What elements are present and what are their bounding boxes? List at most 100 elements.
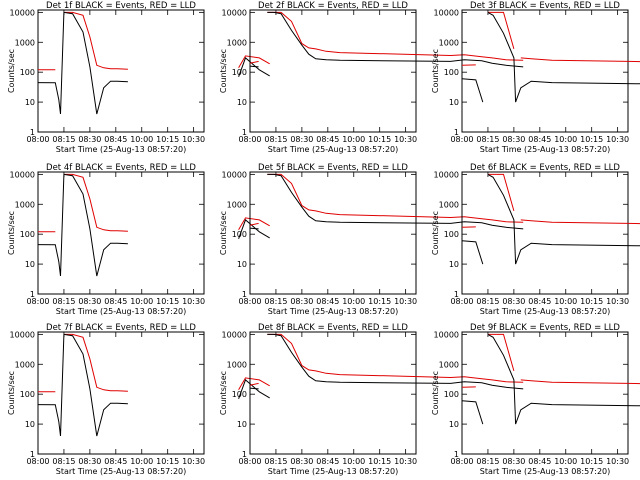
- y-tick-label: 10000: [10, 8, 35, 17]
- y-tick-label: 1: [242, 450, 247, 459]
- y-tick-label: 1000: [227, 38, 247, 47]
- y-tick-label: 10000: [434, 170, 459, 179]
- x-tick-label: 08:45: [104, 457, 127, 466]
- x-tick-label: 10:30: [182, 297, 205, 306]
- x-tick-label: 10:15: [368, 457, 391, 466]
- x-tick-label: 10:00: [554, 135, 577, 144]
- panel-title: Det 5f BLACK = Events, RED = LLD: [258, 163, 408, 173]
- x-axis-label: Start Time (25-Aug-13 08:57:20): [480, 307, 611, 316]
- y-tick-label: 10: [237, 260, 247, 269]
- y-tick-label: 10: [237, 98, 247, 107]
- x-tick-label: 10:15: [368, 297, 391, 306]
- plot-frame: [37, 331, 205, 455]
- x-tick-label: 08:00: [238, 135, 261, 144]
- x-tick-label: 08:15: [52, 297, 75, 306]
- x-tick-label: 10:30: [606, 297, 629, 306]
- x-axis-label: Start Time (25-Aug-13 08:57:20): [268, 307, 399, 316]
- x-tick-label: 08:45: [528, 135, 551, 144]
- x-tick-label: 08:00: [450, 457, 473, 466]
- x-tick-label: 10:00: [342, 297, 365, 306]
- y-tick-label: 10: [449, 420, 459, 429]
- y-tick-label: 10000: [222, 330, 247, 339]
- x-tick-label: 10:00: [130, 135, 153, 144]
- y-tick-label: 10000: [434, 330, 459, 339]
- y-axis-label: Counts/sec: [431, 49, 440, 93]
- x-tick-label: 10:15: [156, 297, 179, 306]
- x-tick-label: 08:30: [502, 297, 525, 306]
- y-tick-label: 1000: [227, 360, 247, 369]
- panel-title: Det 6f BLACK = Events, RED = LLD: [470, 163, 620, 173]
- y-tick-label: 10000: [222, 170, 247, 179]
- panel-title: Det 8f BLACK = Events, RED = LLD: [258, 323, 408, 333]
- x-axis-label: Start Time (25-Aug-13 08:57:20): [480, 145, 611, 154]
- x-tick-label: 08:30: [290, 297, 313, 306]
- y-tick-label: 100: [444, 230, 459, 239]
- y-tick-label: 10: [25, 260, 35, 269]
- y-tick-label: 1000: [439, 200, 459, 209]
- x-tick-label: 10:00: [130, 457, 153, 466]
- detector-panel-6: 1 10 100 1000 10000 08:00 08:15 08:30 08:45 10:00…: [431, 163, 640, 316]
- y-tick-label: 1000: [227, 200, 247, 209]
- series-line-black: [249, 11, 524, 68]
- series-line-black: [249, 333, 524, 390]
- y-tick-label: 1: [454, 450, 459, 459]
- series-line-red: [38, 174, 311, 231]
- y-tick-label: 10: [237, 420, 247, 429]
- y-tick-label: 100: [232, 230, 247, 239]
- detector-panel-9: 1 10 100 1000 10000 08:00 08:15 08:30 08:45 10:00…: [431, 323, 640, 476]
- y-tick-label: 10000: [222, 8, 247, 17]
- y-axis-label: Counts/sec: [219, 49, 228, 93]
- y-tick-label: 1: [30, 290, 35, 299]
- plot-frame: [249, 9, 417, 133]
- x-tick-label: 08:00: [450, 297, 473, 306]
- y-tick-label: 10: [449, 260, 459, 269]
- x-tick-label: 08:30: [502, 135, 525, 144]
- series-line-red: [461, 11, 640, 66]
- y-tick-label: 100: [444, 390, 459, 399]
- panel-title: Det 9f BLACK = Events, RED = LLD: [470, 323, 620, 333]
- x-axis-label: Start Time (25-Aug-13 08:57:20): [56, 145, 187, 154]
- y-tick-label: 10: [25, 98, 35, 107]
- y-tick-label: 10000: [434, 8, 459, 17]
- x-tick-label: 10:30: [394, 135, 417, 144]
- x-tick-label: 08:30: [290, 135, 313, 144]
- plot-frame: [249, 331, 417, 455]
- y-axis-label: Counts/sec: [431, 211, 440, 255]
- x-tick-label: 08:30: [78, 297, 101, 306]
- y-tick-label: 100: [232, 68, 247, 77]
- x-tick-label: 08:00: [450, 135, 473, 144]
- series-line-black: [461, 173, 640, 265]
- plot-frame: [37, 171, 205, 295]
- series-line-red: [249, 11, 524, 64]
- x-axis-label: Start Time (25-Aug-13 08:57:20): [480, 467, 611, 476]
- x-tick-label: 08:00: [26, 135, 49, 144]
- y-tick-label: 1000: [15, 200, 35, 209]
- series-line-red: [38, 334, 311, 391]
- x-tick-label: 10:15: [580, 135, 603, 144]
- panel-title: Det 1f BLACK = Events, RED = LLD: [46, 1, 196, 11]
- x-tick-label: 10:00: [342, 457, 365, 466]
- y-axis-label: Counts/sec: [7, 371, 16, 415]
- x-tick-label: 08:45: [104, 135, 127, 144]
- series-line-black: [461, 11, 640, 103]
- x-tick-label: 10:30: [606, 135, 629, 144]
- x-axis-label: Start Time (25-Aug-13 08:57:20): [268, 145, 399, 154]
- y-axis-label: Counts/sec: [219, 211, 228, 255]
- x-tick-label: 10:15: [156, 457, 179, 466]
- y-axis-label: Counts/sec: [431, 371, 440, 415]
- x-axis-label: Start Time (25-Aug-13 08:57:20): [56, 467, 187, 476]
- series-line-red: [38, 12, 311, 69]
- series-line-black: [249, 173, 524, 230]
- x-axis-label: Start Time (25-Aug-13 08:57:20): [56, 307, 187, 316]
- x-tick-label: 08:00: [26, 457, 49, 466]
- x-tick-label: 08:45: [528, 297, 551, 306]
- x-tick-label: 08:30: [502, 457, 525, 466]
- x-tick-label: 10:00: [130, 297, 153, 306]
- y-tick-label: 100: [444, 68, 459, 77]
- series-line-black: [38, 174, 311, 276]
- series-line-red: [461, 173, 640, 228]
- y-tick-label: 10: [449, 98, 459, 107]
